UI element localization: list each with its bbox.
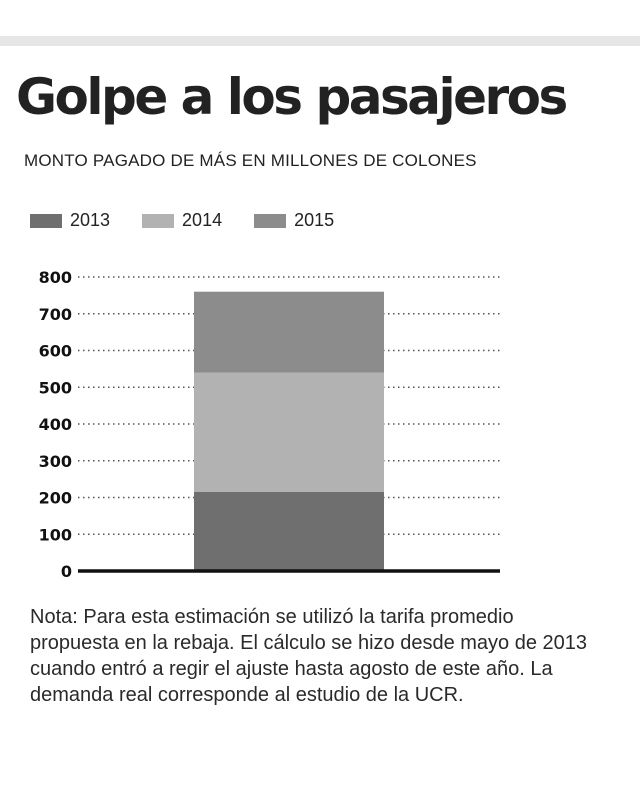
legend-item-2014: 2014 bbox=[142, 210, 222, 231]
legend-label-2015: 2015 bbox=[294, 210, 335, 230]
y-tick-label-200: 200 bbox=[39, 489, 72, 508]
legend-item-2013: 2013 bbox=[30, 210, 110, 231]
chart-legend: 2013 2014 2015 bbox=[30, 210, 366, 231]
y-tick-label-400: 400 bbox=[39, 415, 72, 434]
y-tick-label-100: 100 bbox=[39, 525, 72, 544]
legend-item-2015: 2015 bbox=[254, 210, 334, 231]
legend-swatch-2014 bbox=[142, 213, 175, 228]
y-tick-label-300: 300 bbox=[39, 452, 72, 471]
y-tick-label-500: 500 bbox=[39, 378, 72, 397]
y-tick-label-800: 800 bbox=[39, 268, 72, 287]
footnote: Nota: Para esta estimación se utilizó la… bbox=[30, 606, 588, 706]
chart-title: Golpe a los pasajeros bbox=[16, 68, 568, 126]
legend-swatch-2013 bbox=[30, 213, 62, 228]
y-tick-label-700: 700 bbox=[39, 305, 72, 324]
y-tick-label-600: 600 bbox=[39, 342, 72, 361]
bar-segment-2013 bbox=[194, 491, 384, 571]
bar-segment-2015 bbox=[194, 291, 384, 373]
y-tick-label-0: 0 bbox=[61, 562, 72, 581]
stacked-bar-chart: 0 100 200 300 400 500 600 700 800 bbox=[39, 268, 500, 581]
legend-label-2014: 2014 bbox=[182, 210, 223, 230]
top-divider bbox=[0, 36, 640, 46]
legend-swatch-2015 bbox=[254, 213, 287, 228]
bar-segment-2014 bbox=[194, 372, 384, 492]
chart-subtitle: MONTO PAGADO DE MÁS EN MILLONES DE COLON… bbox=[24, 151, 477, 170]
legend-label-2013: 2013 bbox=[70, 210, 111, 230]
